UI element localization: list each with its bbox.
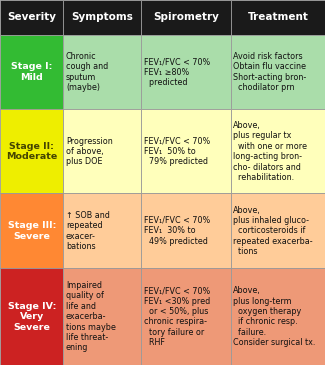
Text: Chronic
cough and
sputum
(maybe): Chronic cough and sputum (maybe) xyxy=(66,52,108,92)
Text: Stage IV:
Very
Severe: Stage IV: Very Severe xyxy=(7,302,56,331)
Text: Spirometry: Spirometry xyxy=(153,12,219,22)
Bar xyxy=(0,110,63,193)
Text: Above,
plus inhaled gluco-
  corticosteroids if
repeated exacerba-
  tions: Above, plus inhaled gluco- corticosteroi… xyxy=(233,205,312,256)
Bar xyxy=(0,268,63,365)
Text: Stage II:
Moderate: Stage II: Moderate xyxy=(6,142,57,161)
Bar xyxy=(141,0,231,35)
Bar xyxy=(231,193,325,268)
Bar xyxy=(231,35,325,109)
Bar xyxy=(141,110,231,193)
Bar xyxy=(141,35,231,109)
Bar xyxy=(0,193,63,268)
Text: FEV₁/FVC < 70%
FEV₁ <30% pred
  or < 50%, plus
chronic respira-
  tory failure o: FEV₁/FVC < 70% FEV₁ <30% pred or < 50%, … xyxy=(144,286,210,347)
Bar xyxy=(63,193,141,268)
Bar xyxy=(231,0,325,35)
Text: Avoid risk factors
Obtain flu vaccine
Short-acting bron-
  chodilator prn: Avoid risk factors Obtain flu vaccine Sh… xyxy=(233,52,306,92)
Bar xyxy=(231,268,325,365)
Bar xyxy=(0,0,63,35)
Text: Stage I:
Mild: Stage I: Mild xyxy=(11,62,52,82)
Bar xyxy=(231,110,325,193)
Bar xyxy=(63,35,141,109)
Bar xyxy=(63,268,141,365)
Text: Severity: Severity xyxy=(7,12,56,22)
Text: FEV₁/FVC < 70%
FEV₁  30% to
  49% predicted: FEV₁/FVC < 70% FEV₁ 30% to 49% predicted xyxy=(144,216,210,246)
Text: Above,
plus regular tx
  with one or more
long-acting bron-
cho- dilators and
  : Above, plus regular tx with one or more … xyxy=(233,121,307,182)
Text: Progression
of above,
plus DOE: Progression of above, plus DOE xyxy=(66,137,113,166)
Text: Above,
plus long-term
  oxygen therapy
  if chronic resp.
  failure.
Consider su: Above, plus long-term oxygen therapy if … xyxy=(233,286,315,347)
Bar xyxy=(141,268,231,365)
Bar xyxy=(0,35,63,109)
Text: ↑ SOB and
repeated
exacer-
bations: ↑ SOB and repeated exacer- bations xyxy=(66,211,110,251)
Text: Impaired
quality of
life and
exacerba-
tions maybe
life threat-
ening: Impaired quality of life and exacerba- t… xyxy=(66,281,116,352)
Bar xyxy=(63,0,141,35)
Bar xyxy=(141,193,231,268)
Bar xyxy=(63,110,141,193)
Text: FEV₁/FVC < 70%
FEV₁ ≥80%
  predicted: FEV₁/FVC < 70% FEV₁ ≥80% predicted xyxy=(144,57,210,87)
Text: FEV₁/FVC < 70%
FEV₁  50% to
  79% predicted: FEV₁/FVC < 70% FEV₁ 50% to 79% predicted xyxy=(144,137,210,166)
Text: Symptoms: Symptoms xyxy=(72,12,133,22)
Text: Stage III:
Severe: Stage III: Severe xyxy=(7,221,56,241)
Text: Treatment: Treatment xyxy=(247,12,308,22)
